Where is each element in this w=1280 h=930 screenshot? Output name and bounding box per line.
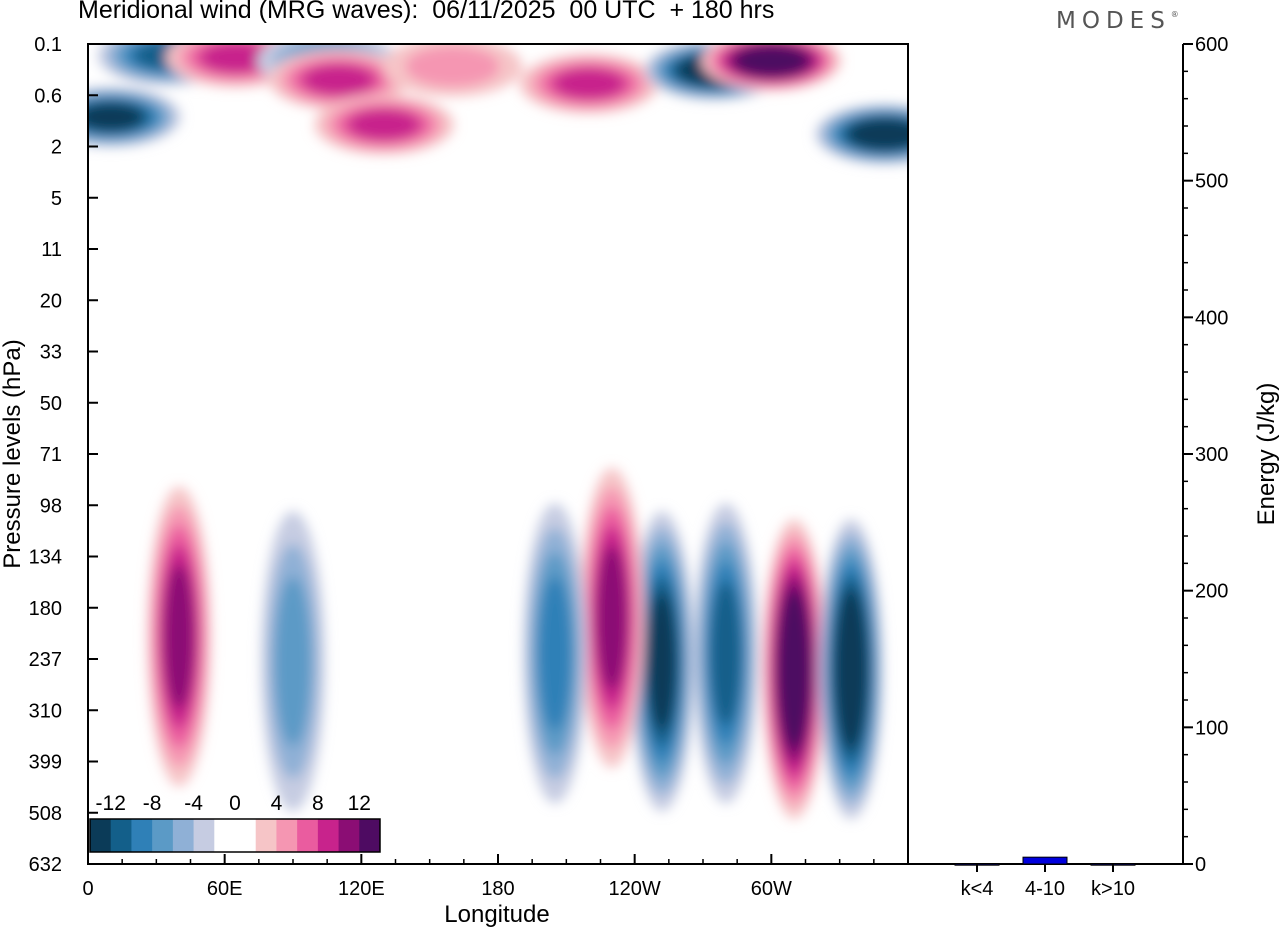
colorbar-label: 4: [271, 792, 283, 815]
energy-tick-label: 600: [1195, 34, 1228, 56]
chart-title: Meridional wind (MRG waves): 06/11/2025 …: [78, 0, 775, 24]
y-axis-title: Pressure levels (hPa): [0, 339, 26, 568]
y-tick-label: 180: [29, 598, 62, 620]
x-tick-label: 180: [481, 878, 514, 900]
x-tick-label: 120W: [609, 878, 661, 900]
colorbar-label: 12: [348, 792, 371, 815]
y-tick-label: 237: [29, 649, 62, 671]
field-feature-18-level-3: [538, 576, 572, 731]
field-feature-3-level-3: [302, 64, 375, 96]
energy-axis-title: Energy (J/kg): [1253, 383, 1280, 526]
field-feature-1-level-3: [200, 44, 272, 73]
y-tick-label: 5: [51, 188, 62, 210]
y-tick-label: 71: [40, 444, 62, 466]
colorbar-swatch: [172, 819, 195, 852]
colorbar-label: -4: [184, 792, 203, 815]
colorbar-swatch: [152, 819, 174, 852]
field-feature-13-level-5: [647, 592, 677, 731]
colorbar-swatch: [214, 819, 236, 852]
y-tick-label: 134: [29, 547, 62, 569]
colorbar-swatch: [338, 819, 360, 852]
y-tick-label: 0.6: [34, 85, 62, 107]
y-tick-label: 508: [29, 803, 62, 825]
colorbar-swatch: [317, 819, 340, 852]
colorbar-frame: [89, 818, 381, 853]
field-feature-17-level-4: [596, 545, 628, 690]
field-feature-10-level-3: [348, 109, 420, 141]
energy-axis: 0 100 200 300 400 500 600: [1183, 34, 1228, 876]
field-feature-16-level-4: [710, 581, 742, 726]
y-tick-label: 50: [40, 393, 62, 415]
field-feature-5-level-3: [553, 68, 625, 100]
x-tick-label: 120E: [338, 878, 385, 900]
y-tick-label: 0.1: [34, 34, 62, 56]
colorbar-swatch: [131, 819, 153, 852]
colorbar-label: -12: [96, 792, 126, 815]
energy-tick-label: 0: [1195, 854, 1206, 876]
colorbar-label: -8: [143, 792, 162, 815]
longitude-axis: 0 60E 120E 180 120W 60W: [82, 854, 875, 900]
y-tick-label: 310: [29, 700, 62, 722]
y-tick-label: 33: [40, 342, 62, 364]
colorbar-swatch: [359, 819, 381, 852]
field-feature-7-level-6: [740, 47, 803, 75]
x-tick-label: 0: [82, 878, 93, 900]
colorbar-swatch: [297, 819, 319, 852]
energy-category-label: k>10: [1091, 878, 1135, 900]
energy-tick-label: 300: [1195, 444, 1228, 466]
energy-bar-4-10: [1022, 856, 1068, 865]
y-tick-label: 11: [41, 239, 62, 261]
colorbar-swatch: [255, 819, 277, 852]
field-feature-12-level-2: [274, 576, 312, 747]
modes-logo: MODES®: [1056, 8, 1179, 34]
y-tick-label: 399: [29, 752, 62, 774]
energy-category-label: k<4: [961, 878, 994, 900]
colorbar-swatch: [193, 819, 215, 852]
energy-category-label: 4-10: [1025, 878, 1065, 900]
field-feature-11-level-4: [163, 564, 195, 709]
field-feature-4-level-1: [405, 46, 500, 87]
energy-tick-label: 400: [1195, 307, 1228, 329]
field-feature-15-level-6: [836, 602, 866, 736]
energy-bars: k<4 4-10 k>10: [954, 856, 1136, 900]
colorbar-swatch: [110, 819, 132, 852]
colorbar: -12 -8 -4 0 4 8 12: [89, 792, 381, 853]
y-tick-label: 632: [29, 854, 62, 876]
colorbar-swatch: [90, 819, 112, 852]
energy-tick-label: 500: [1195, 171, 1228, 193]
field-feature-14-level-6: [779, 602, 809, 736]
y-tick-label: 2: [51, 137, 62, 159]
field-feature-9-level-6: [854, 120, 908, 148]
x-tick-label: 60E: [207, 878, 243, 900]
meridional-wind-field: [88, 44, 908, 820]
y-tick-label: 20: [40, 290, 62, 312]
colorbar-label: 8: [312, 792, 324, 815]
x-tick-label: 60W: [751, 878, 792, 900]
energy-tick-label: 200: [1195, 581, 1228, 603]
colorbar-swatch: [276, 819, 298, 852]
x-axis-title: Longitude: [444, 901, 549, 928]
colorbar-label: 0: [229, 792, 241, 815]
pressure-axis: 0.1 0.6 2 5 11 20 33 50 71 98 134 180 237 310 399 508 63…: [29, 34, 98, 876]
energy-tick-label: 100: [1195, 717, 1228, 739]
field-feature-8-level-5: [88, 103, 143, 131]
y-tick-label: 98: [40, 495, 62, 517]
colorbar-swatch: [235, 819, 257, 852]
